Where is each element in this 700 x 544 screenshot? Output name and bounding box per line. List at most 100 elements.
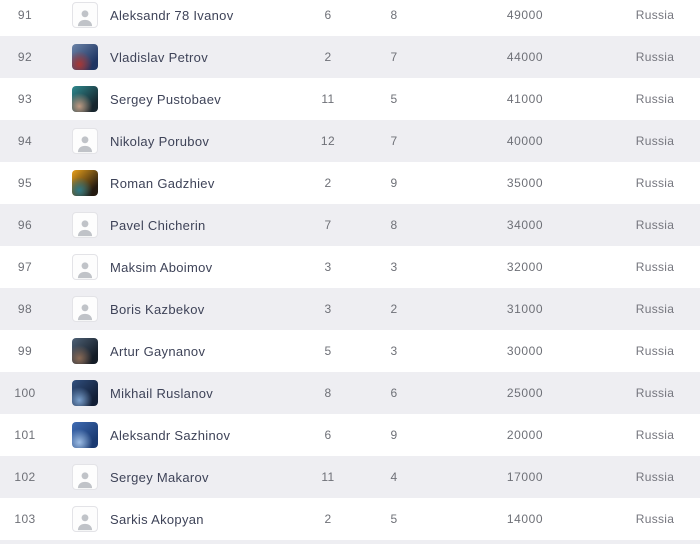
rank-label: 98 [17, 302, 33, 316]
stat1-value: 5 [324, 344, 332, 358]
score-value: 20000 [506, 428, 544, 442]
stat1-value: 8 [324, 386, 332, 400]
avatar-cell [50, 296, 108, 322]
country-label: Russia [635, 92, 675, 106]
player-avatar [72, 254, 98, 280]
rank-label: 92 [17, 50, 33, 64]
avatar-cell [50, 86, 108, 112]
score-value: 17000 [506, 470, 544, 484]
stat2-value: 6 [390, 386, 398, 400]
stat1-value: 3 [324, 302, 332, 316]
player-avatar [72, 296, 98, 322]
person-placeholder-icon [77, 472, 93, 489]
score-value: 40000 [506, 134, 544, 148]
country-label: Russia [635, 470, 675, 484]
player-avatar [72, 212, 98, 238]
table-row[interactable]: 92 Vladislav Petrov 2 7 44000 Russia [0, 36, 700, 78]
rank-label: 91 [17, 8, 33, 22]
table-row[interactable]: 97 Maksim Aboimov 3 3 32000 Russia [0, 246, 700, 288]
stat1-value: 12 [320, 134, 336, 148]
player-name: Maksim Aboimov [110, 259, 213, 275]
person-placeholder-icon [77, 304, 93, 321]
player-name: Pavel Chicherin [110, 217, 206, 233]
stat1-value: 7 [324, 218, 332, 232]
country-label: Russia [635, 176, 675, 190]
stat2-value: 5 [390, 92, 398, 106]
player-name: Sergey Pustobaev [110, 91, 222, 107]
person-placeholder-icon [77, 136, 93, 153]
table-row[interactable]: 96 Pavel Chicherin 7 8 34000 Russia [0, 204, 700, 246]
score-value: 35000 [506, 176, 544, 190]
table-row[interactable]: 91 Aleksandr 78 Ivanov 6 8 49000 Russia [0, 0, 700, 36]
stat2-value: 7 [390, 50, 398, 64]
stat1-value: 2 [324, 50, 332, 64]
person-placeholder-icon [77, 10, 93, 27]
stat1-value: 6 [324, 8, 332, 22]
player-name: Sarkis Akopyan [110, 511, 204, 527]
avatar-cell [50, 464, 108, 490]
score-value: 32000 [506, 260, 544, 274]
table-row[interactable]: 100 Mikhail Ruslanov 8 6 25000 Russia [0, 372, 700, 414]
score-value: 44000 [506, 50, 544, 64]
player-name: Nikolay Porubov [110, 133, 210, 149]
stat1-value: 6 [324, 428, 332, 442]
avatar-cell [50, 44, 108, 70]
table-row[interactable]: 98 Boris Kazbekov 3 2 31000 Russia [0, 288, 700, 330]
country-label: Russia [635, 512, 675, 526]
table-row[interactable]: 95 Roman Gadzhiev 2 9 35000 Russia [0, 162, 700, 204]
country-label: Russia [635, 428, 675, 442]
person-placeholder-icon [77, 220, 93, 237]
avatar-cell [50, 170, 108, 196]
player-name: Boris Kazbekov [110, 301, 205, 317]
country-label: Russia [635, 50, 675, 64]
stat2-value: 4 [390, 470, 398, 484]
player-name: Mikhail Ruslanov [110, 385, 214, 401]
score-value: 14000 [506, 512, 544, 526]
country-label: Russia [635, 218, 675, 232]
rank-label: 99 [17, 344, 33, 358]
player-avatar [72, 44, 98, 70]
avatar-cell [50, 212, 108, 238]
score-value: 41000 [506, 92, 544, 106]
table-row[interactable]: 99 Artur Gaynanov 5 3 30000 Russia [0, 330, 700, 372]
rank-label: 93 [17, 92, 33, 106]
stat1-value: 2 [324, 512, 332, 526]
player-avatar [72, 422, 98, 448]
rank-label: 103 [14, 512, 36, 526]
country-label: Russia [635, 344, 675, 358]
country-label: Russia [635, 386, 675, 400]
table-row[interactable]: 94 Nikolay Porubov 12 7 40000 Russia [0, 120, 700, 162]
player-avatar [72, 128, 98, 154]
table-row[interactable]: 93 Sergey Pustobaev 11 5 41000 Russia [0, 78, 700, 120]
player-avatar [72, 86, 98, 112]
stat2-value: 7 [390, 134, 398, 148]
country-label: Russia [635, 302, 675, 316]
score-value: 30000 [506, 344, 544, 358]
rank-label: 101 [14, 428, 36, 442]
rank-label: 94 [17, 134, 33, 148]
table-row[interactable]: 103 Sarkis Akopyan 2 5 14000 Russia [0, 498, 700, 540]
player-name: Artur Gaynanov [110, 343, 206, 359]
country-label: Russia [635, 8, 675, 22]
stat2-value: 9 [390, 176, 398, 190]
player-avatar [72, 2, 98, 28]
person-placeholder-icon [77, 514, 93, 531]
avatar-cell [50, 128, 108, 154]
avatar-cell [50, 2, 108, 28]
stat1-value: 11 [321, 470, 335, 484]
stat2-value: 5 [390, 512, 398, 526]
score-value: 25000 [506, 386, 544, 400]
player-name: Aleksandr 78 Ivanov [110, 7, 234, 23]
player-avatar [72, 464, 98, 490]
stat2-value: 9 [390, 428, 398, 442]
table-row[interactable]: 101 Aleksandr Sazhinov 6 9 20000 Russia [0, 414, 700, 456]
score-value: 34000 [506, 218, 544, 232]
stat2-value: 2 [390, 302, 398, 316]
table-row[interactable]: 102 Sergey Makarov 11 4 17000 Russia [0, 456, 700, 498]
rank-label: 102 [14, 470, 36, 484]
rank-label: 97 [17, 260, 33, 274]
player-name: Sergey Makarov [110, 469, 209, 485]
player-name: Aleksandr Sazhinov [110, 427, 231, 443]
